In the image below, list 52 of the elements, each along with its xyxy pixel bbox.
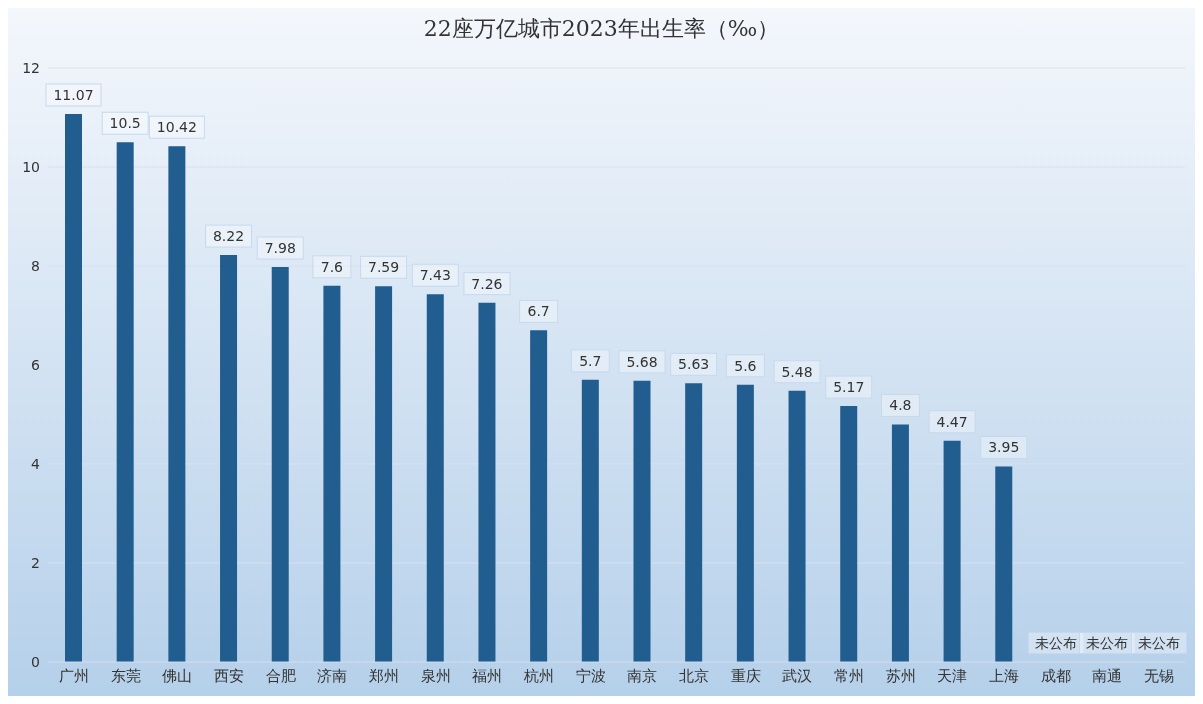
data-label: 3.95 xyxy=(988,439,1020,456)
data-label: 5.63 xyxy=(678,356,710,373)
x-tick-label: 南京 xyxy=(627,666,658,685)
x-tick-label: 天津 xyxy=(937,666,968,685)
data-label: 7.6 xyxy=(320,258,344,275)
data-label: 6.7 xyxy=(527,303,550,320)
x-tick-label: 无锡 xyxy=(1144,666,1175,685)
data-label: 5.68 xyxy=(626,353,658,370)
data-label: 7.26 xyxy=(471,275,503,292)
x-tick-label: 宁波 xyxy=(575,666,606,685)
x-tick-label: 重庆 xyxy=(730,666,761,685)
x-tick-label: 东莞 xyxy=(110,666,141,685)
data-label: 5.17 xyxy=(833,379,865,396)
data-label: 4.8 xyxy=(889,397,912,414)
chart-title: 22座万亿城市2023年出生率（‰） xyxy=(422,15,781,43)
y-tick-label: 2 xyxy=(31,554,40,571)
y-tick-label: 8 xyxy=(31,257,40,274)
x-tick-label: 常州 xyxy=(834,666,865,685)
data-label: 10.42 xyxy=(156,119,197,136)
x-tick-label: 杭州 xyxy=(522,666,554,685)
y-tick-label: 10 xyxy=(22,158,40,175)
data-label: 10.5 xyxy=(109,115,141,132)
data-label: 11.07 xyxy=(53,87,94,104)
y-tick-label: 6 xyxy=(31,356,41,373)
x-tick-label: 泉州 xyxy=(420,666,451,685)
x-tick-label: 广州 xyxy=(58,666,89,685)
data-label: 7.59 xyxy=(368,259,400,276)
x-tick-label: 佛山 xyxy=(162,666,193,685)
y-tick-label: 4 xyxy=(31,455,41,472)
y-tick-label: 0 xyxy=(31,653,40,670)
x-tick-label: 合肥 xyxy=(265,666,296,685)
data-label: 5.7 xyxy=(579,352,602,369)
x-tick-label: 济南 xyxy=(317,666,348,685)
x-tick-label: 武汉 xyxy=(782,666,813,685)
x-tick-label: 北京 xyxy=(679,666,710,685)
data-label: 8.22 xyxy=(212,228,245,245)
x-tick-label: 福州 xyxy=(472,666,503,685)
y-tick-label: 12 xyxy=(22,59,40,76)
data-label: 4.47 xyxy=(936,413,968,430)
data-label: 5.48 xyxy=(781,363,813,380)
x-tick-label: 成都 xyxy=(1040,666,1071,685)
x-tick-label: 郑州 xyxy=(368,666,399,685)
data-label: 7.98 xyxy=(264,239,296,256)
text: 未公布 xyxy=(1138,635,1181,651)
text: 未公布 xyxy=(1034,635,1077,651)
x-tick-label: 西安 xyxy=(213,666,244,685)
text: 未公布 xyxy=(1086,635,1129,651)
x-tick-label: 苏州 xyxy=(885,666,916,685)
data-label: 7.43 xyxy=(419,267,451,284)
x-tick-label: 南通 xyxy=(1092,666,1123,685)
x-tick-label: 上海 xyxy=(989,666,1020,685)
data-label: 5.6 xyxy=(734,357,757,374)
